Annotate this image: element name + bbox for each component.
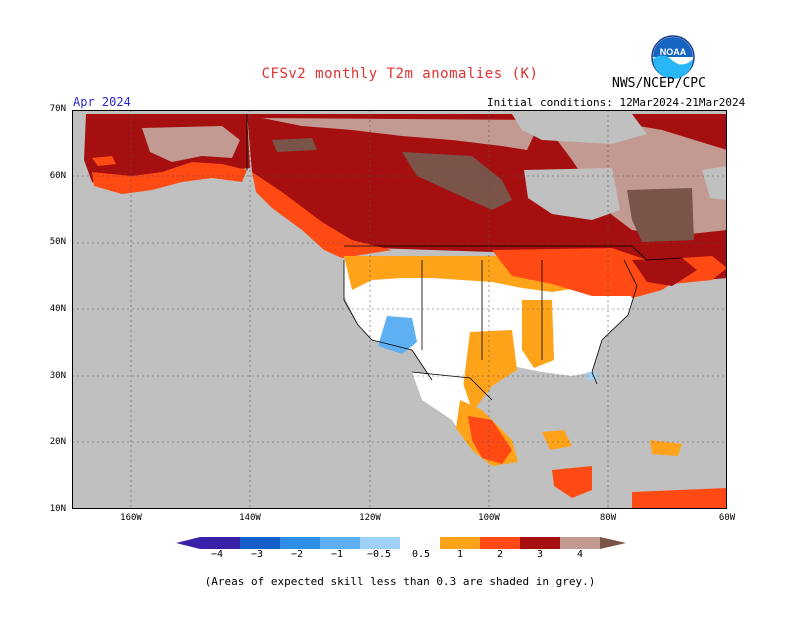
- colorbar-label: 3: [536, 549, 544, 560]
- agency-label: NWS/NCEP/CPC: [612, 76, 706, 91]
- yucatan-orange: [542, 430, 572, 450]
- lon-label: 100W: [478, 513, 500, 523]
- colorbar-segment: [360, 537, 400, 549]
- lon-label: 140W: [239, 513, 261, 523]
- lat-label: 30N: [49, 371, 66, 381]
- canada-brown-2: [627, 188, 694, 242]
- lon-label: 120W: [359, 513, 381, 523]
- logo-text: NOAA: [660, 47, 687, 57]
- colorbar-segment: [560, 537, 600, 549]
- arctic-grey: [512, 114, 647, 144]
- lat-label: 20N: [49, 437, 66, 447]
- footnote: (Areas of expected skill less than 0.3 a…: [204, 575, 596, 588]
- colorbar-segment: [320, 537, 360, 549]
- colorbar-label: −3: [250, 549, 264, 560]
- lon-label: 80W: [599, 513, 617, 523]
- colorbar-label: 2: [496, 549, 504, 560]
- southwest-blue: [378, 316, 417, 354]
- colorbar-segment: [400, 537, 440, 549]
- initial-conditions: Initial conditions: 12Mar2024-21Mar2024: [487, 96, 746, 109]
- colorbar-segment: [480, 537, 520, 549]
- labrador-grey: [702, 166, 727, 200]
- forecast-month: Apr 2024: [73, 95, 131, 109]
- lat-label: 40N: [49, 304, 66, 314]
- colorbar-segment: [200, 537, 240, 549]
- colorbar-label: 4: [576, 549, 584, 560]
- lat-label: 60N: [49, 171, 66, 181]
- colorbar-label: −4: [210, 549, 224, 560]
- canada-brown-1: [402, 152, 512, 210]
- map-frame: [72, 110, 727, 509]
- south-america-red: [632, 488, 727, 509]
- canada-brown-3: [272, 138, 317, 152]
- mexico-red: [468, 416, 512, 464]
- colorbar-segment: [440, 537, 480, 549]
- colorbar-segment: [240, 537, 280, 549]
- colorbar-label: −1: [330, 549, 344, 560]
- colorbar: [176, 535, 626, 549]
- colorbar-segment: [176, 537, 200, 549]
- colorbar-segment: [600, 537, 626, 549]
- hudson-bay-grey: [524, 168, 620, 220]
- colorbar-label: 0.5: [411, 549, 431, 560]
- map-svg: [72, 110, 727, 509]
- colorbar-label: −0.5: [366, 549, 392, 560]
- lon-label: 60W: [718, 513, 736, 523]
- map-title: CFSv2 monthly T2m anomalies (K): [261, 66, 539, 82]
- political-borders: [246, 114, 683, 401]
- lat-label: 10N: [49, 504, 66, 514]
- central-america-red: [552, 466, 592, 498]
- aleutian-strip: [92, 156, 116, 166]
- anomaly-map: [72, 110, 727, 509]
- lat-label: 50N: [49, 237, 66, 247]
- caribbean-orange: [650, 440, 682, 456]
- texas-orange: [462, 330, 517, 410]
- northeast-dark-red: [632, 258, 697, 286]
- colorbar-label: 1: [456, 549, 464, 560]
- colorbar-segment: [520, 537, 560, 549]
- alaska-tan: [142, 126, 240, 162]
- bc-red: [252, 172, 392, 258]
- lat-label: 70N: [49, 104, 66, 114]
- colorbar-label: −2: [290, 549, 304, 560]
- graticule: [72, 110, 727, 509]
- mid-mississippi-orange: [522, 300, 554, 368]
- lon-label: 160W: [120, 513, 142, 523]
- noaa-logo: NOAA: [651, 35, 695, 79]
- colorbar-segment: [280, 537, 320, 549]
